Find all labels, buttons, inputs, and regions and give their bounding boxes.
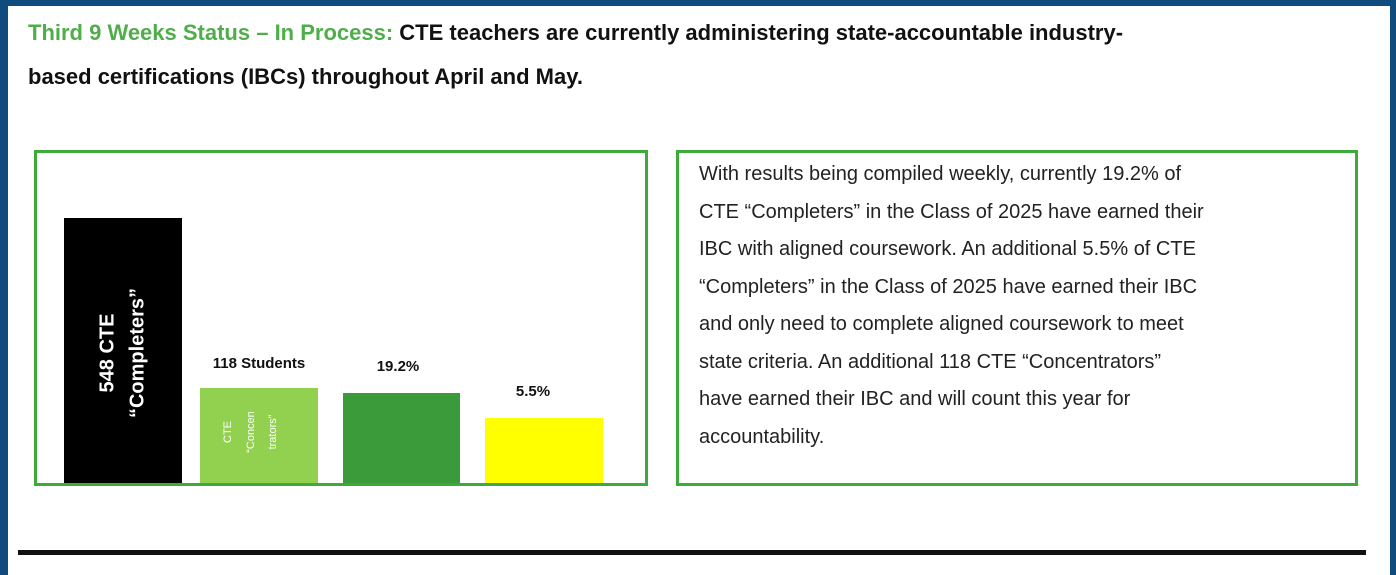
- text-line: IBC with aligned coursework. An addition…: [699, 238, 1196, 260]
- bar-text: “Concen: [245, 411, 257, 453]
- bar-label: 118 Students: [213, 355, 306, 372]
- bar-text: trators”: [267, 414, 279, 449]
- bar-label: 5.5%: [516, 383, 550, 400]
- text-line: CTE “Completers” in the Class of 2025 ha…: [699, 200, 1204, 223]
- bar: [200, 388, 318, 483]
- text-line: With results being compiled weekly, curr…: [699, 163, 1182, 185]
- status-label: Third 9 Weeks Status – In Process:: [28, 20, 394, 45]
- text-line: have earned their IBC and will count thi…: [699, 388, 1131, 410]
- bar: [343, 393, 460, 483]
- heading-line: Third 9 Weeks Status – In Process: CTE t…: [28, 20, 1123, 46]
- text-line: “Completers” in the Class of 2025 have e…: [699, 275, 1198, 298]
- bar-label: 19.2%: [377, 358, 420, 375]
- text-box: With results being compiled weekly, curr…: [676, 150, 1358, 486]
- text-line: accountability.: [699, 425, 825, 448]
- divider: [18, 550, 1366, 555]
- bar: [64, 218, 182, 483]
- figure-box: 548 CTE “Completers” 118 Students CTE “C…: [34, 150, 648, 486]
- text-line: state criteria. An additional 118 CTE “C…: [699, 350, 1162, 373]
- figure: 548 CTE “Completers” 118 Students CTE “C…: [64, 218, 603, 483]
- bar-text: CTE: [222, 421, 234, 443]
- bar-text: 548 CTE: [96, 314, 118, 393]
- bar: [485, 418, 603, 483]
- bar-text: “Completers”: [126, 288, 148, 418]
- text-line: and only need to complete aligned course…: [699, 313, 1184, 335]
- heading-text: based certifications (IBCs) throughout A…: [28, 64, 583, 89]
- heading-text: CTE teachers are currently administering…: [393, 20, 1124, 45]
- slide: Third 9 Weeks Status – In Process: CTE t…: [8, 6, 1390, 575]
